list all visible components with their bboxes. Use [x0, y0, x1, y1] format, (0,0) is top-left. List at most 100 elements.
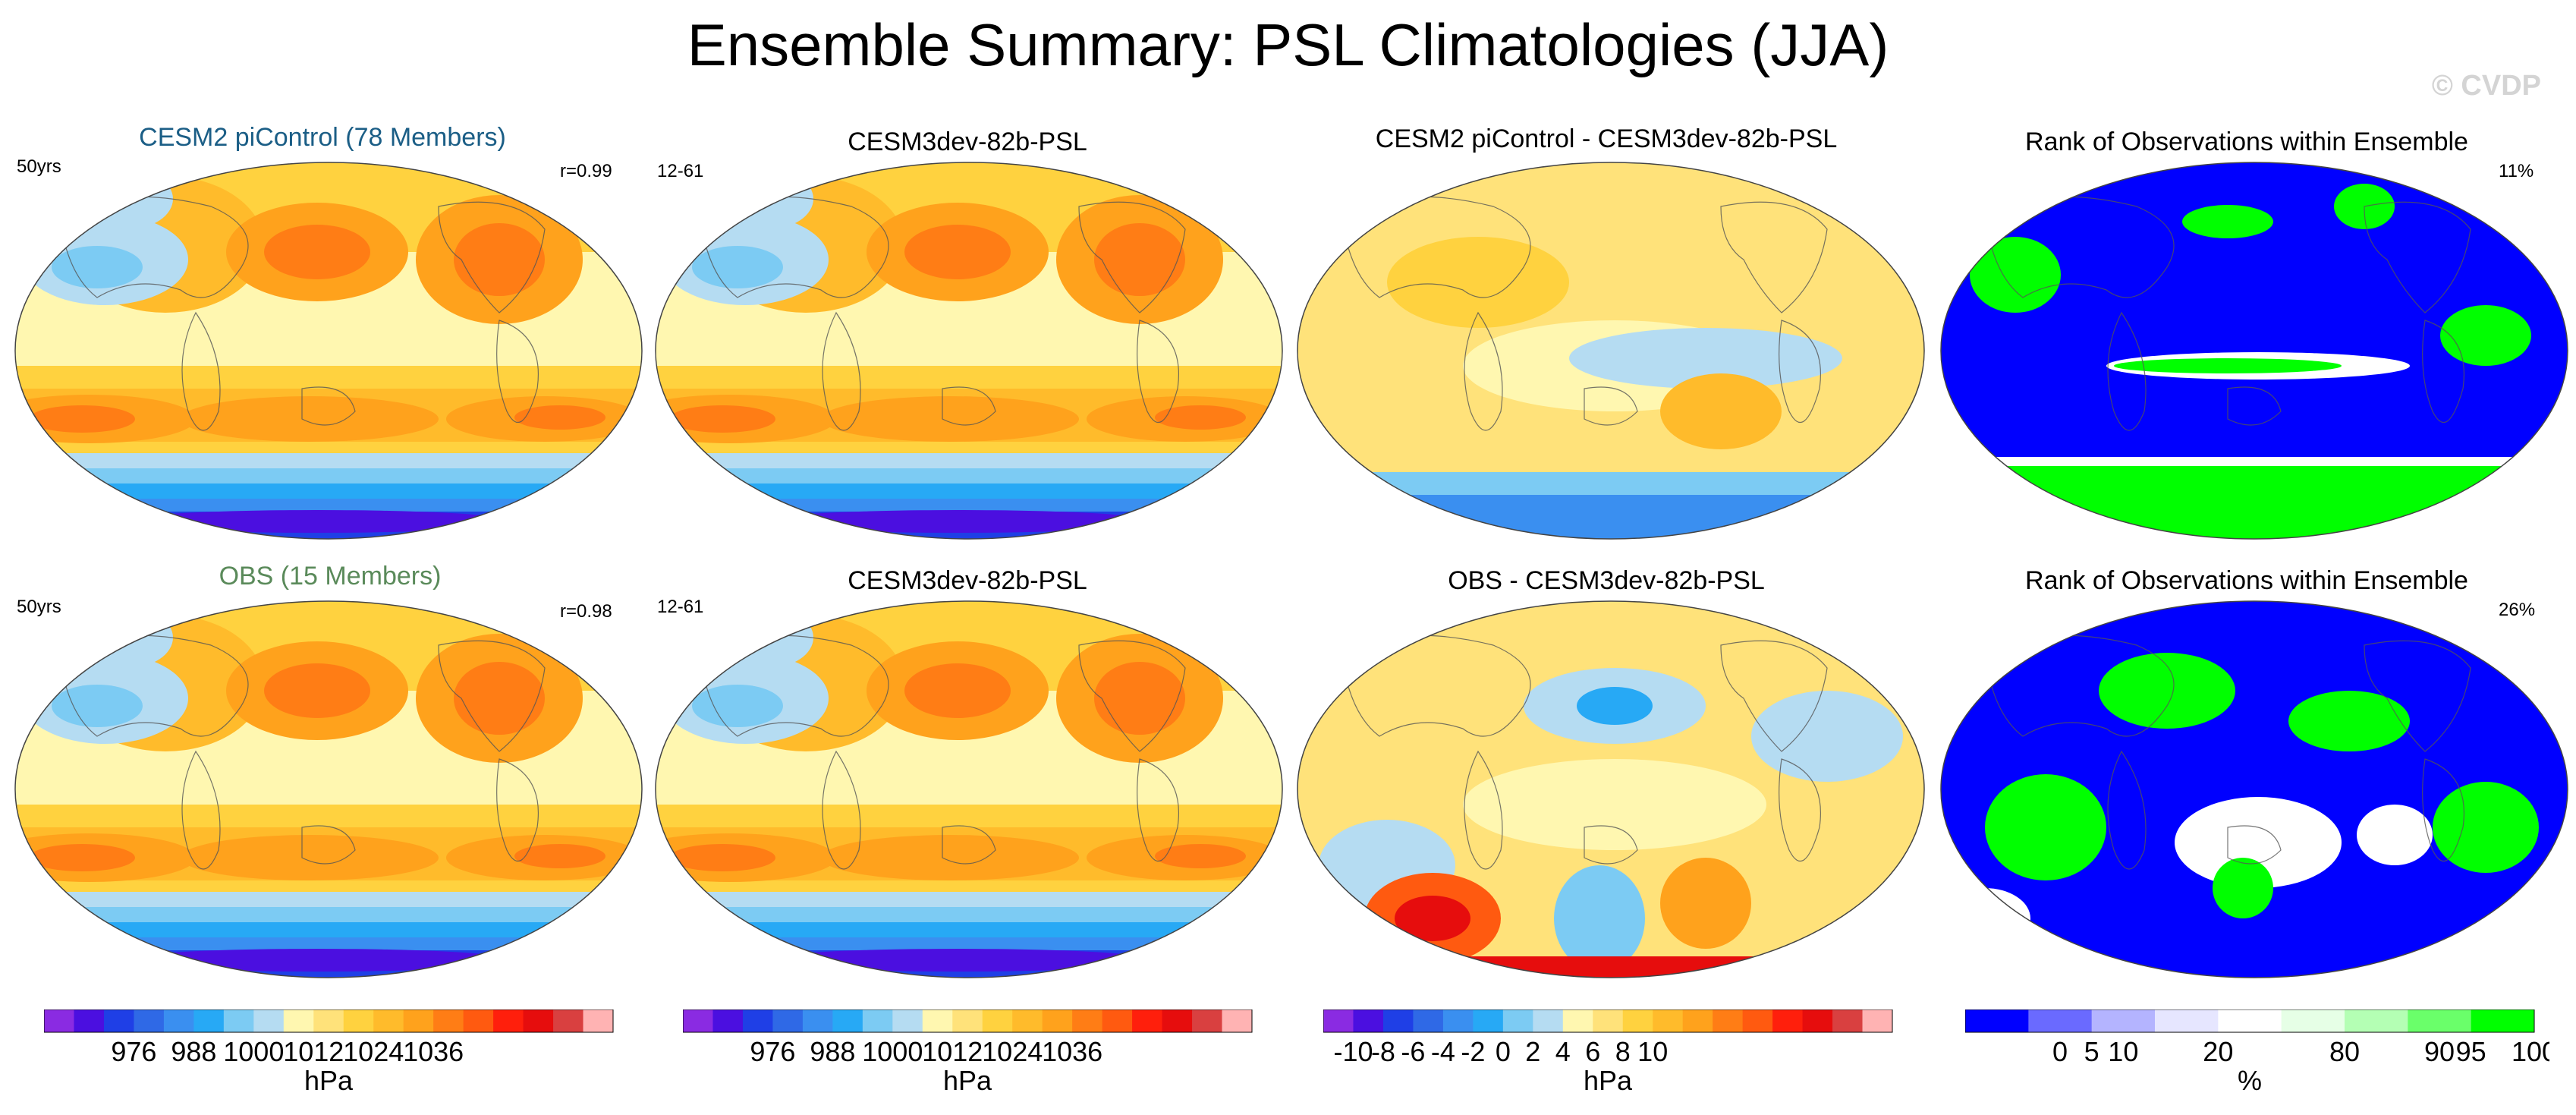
colorbar-swatch [1132, 1009, 1163, 1032]
colorbar-swatch [1162, 1009, 1193, 1032]
map-r1c2-border [655, 162, 1283, 540]
figure-title: Ensemble Summary: PSL Climatologies (JJA… [687, 11, 1889, 78]
colorbar-swatch [1442, 1009, 1474, 1032]
colorbar-tick-label: 1036 [1042, 1036, 1102, 1067]
colorbar-tick-label: 988 [171, 1036, 216, 1067]
map-r1c2-coastlines [699, 196, 1186, 431]
colorbar-swatch [1682, 1009, 1713, 1032]
map-r1c2-svg [655, 162, 1283, 540]
colorbar-swatch [1382, 1009, 1414, 1032]
map-r2c3-border [1297, 600, 1925, 978]
colorbar-unit-label: hPa [304, 1065, 354, 1096]
colorbar-swatch [463, 1009, 494, 1032]
colorbar-tick-label: -10 [1333, 1036, 1373, 1067]
map-r2c4 [1939, 600, 2569, 979]
colorbar-tick-label: 1000 [223, 1036, 284, 1067]
period-label-r1c1: 50yrs [17, 156, 61, 177]
colorbar-swatch [523, 1009, 554, 1032]
colorbar-swatch [2345, 1009, 2408, 1032]
colorbar-tick-label: 988 [810, 1036, 855, 1067]
map-r1c3 [1296, 161, 1926, 540]
colorbar-unit-label: % [2238, 1065, 2262, 1096]
colorbar-swatch [1502, 1009, 1533, 1032]
colorbar-tick-label: 5 [2084, 1036, 2099, 1067]
colorbar-tick-label: -6 [1401, 1036, 1425, 1067]
colorbar-tick-label: -8 [1371, 1036, 1395, 1067]
colorbar-swatch [952, 1009, 983, 1032]
colorbar-swatch [772, 1009, 804, 1032]
map-r1c3-coastlines [1341, 196, 1828, 431]
colorbar-swatch [1473, 1009, 1504, 1032]
colorbar-swatch [1713, 1009, 1744, 1032]
colorbar-swatch [1192, 1009, 1223, 1032]
colorbar-swatch [253, 1009, 285, 1032]
colorbar-swatch [1072, 1009, 1103, 1032]
colorbar-swatch [343, 1009, 374, 1032]
colorbar-swatch [742, 1009, 773, 1032]
panel-title-r2c3: OBS - CESM3dev-82b-PSL [1448, 566, 1765, 595]
map-r1c3-border [1297, 162, 1925, 540]
colorbar-tick-label: 100 [2512, 1036, 2549, 1067]
colorbar-tick-label: 1012 [283, 1036, 344, 1067]
map-r1c4-field [1941, 162, 2568, 539]
colorbar-tick-label: 10 [1637, 1036, 1668, 1067]
colorbar-swatch [1222, 1009, 1253, 1032]
map-r1c4-coastlines [1984, 196, 2471, 431]
colorbar-swatch [283, 1009, 314, 1032]
colorbar-tick-label: 90 [2424, 1036, 2455, 1067]
map-r1c3-svg [1297, 162, 1925, 540]
colorbar-tick-label: 1024 [982, 1036, 1043, 1067]
colorbar-swatch [1622, 1009, 1653, 1032]
map-r1c4 [1939, 161, 2569, 540]
colorbar-swatch [2471, 1009, 2535, 1032]
map-r2c3-coastlines [1341, 635, 1828, 870]
colorbar-tick-label: 8 [1615, 1036, 1631, 1067]
cvdp-watermark: © CVDP [2431, 70, 2541, 102]
colorbar-swatch [223, 1009, 254, 1032]
colorbar-tick-label: 1036 [403, 1036, 464, 1067]
colorbar-swatch [2091, 1009, 2156, 1032]
map-r2c4-border [1940, 600, 2568, 978]
colorbar-swatch [1802, 1009, 1833, 1032]
colorbar-swatch [862, 1009, 893, 1032]
colorbar-tick-label: 1024 [343, 1036, 404, 1067]
colorbar-swatch [832, 1009, 863, 1032]
colorbar-swatch [1533, 1009, 1564, 1032]
map-r1c1-border [14, 162, 643, 540]
colorbar-swatch [683, 1009, 713, 1032]
map-r1c2-field [656, 162, 1282, 539]
map-r2c1-svg [14, 600, 643, 978]
colorbar-swatch [313, 1009, 344, 1032]
panel-title-r2c1: OBS (15 Members) [219, 562, 442, 591]
area-percent-r2c4: 26% [2499, 600, 2536, 620]
colorbar-swatch [2281, 1009, 2345, 1032]
map-r2c2-coastlines [699, 635, 1186, 870]
colorbar-swatch [553, 1009, 584, 1032]
colorbar-swatch [1012, 1009, 1043, 1032]
map-r2c2-field [656, 601, 1282, 978]
colorbar-swatch [2155, 1009, 2219, 1032]
period-label-r2c2: 12-61 [657, 597, 704, 617]
colorbar-swatch [493, 1009, 524, 1032]
colorbar-tick-label: 80 [2329, 1036, 2360, 1067]
colorbar-swatch [1353, 1009, 1384, 1032]
colorbar-swatch [1562, 1009, 1593, 1032]
colorbar-psl-2: 976 988 1000 1012 1024 1036 hPa [683, 1009, 1267, 1108]
map-r2c2-border [655, 600, 1283, 978]
panel-title-r1c2: CESM3dev-82b-PSL [848, 128, 1087, 156]
map-r1c1-field [15, 162, 642, 539]
correlation-label-r2c1: r=0.98 [560, 601, 612, 622]
map-r2c1 [14, 600, 643, 979]
colorbar-unit-label: hPa [1584, 1065, 1633, 1096]
colorbar-swatch [892, 1009, 923, 1032]
colorbar-swatch [1593, 1009, 1624, 1032]
colorbar-tick-label: 6 [1585, 1036, 1600, 1067]
colorbar-tick-label: 95 [2456, 1036, 2486, 1067]
colorbar-psl-1: 976 988 1000 1012 1024 1036 hPa [44, 1009, 628, 1108]
map-r1c2 [654, 161, 1284, 540]
map-r2c2 [654, 600, 1284, 979]
colorbar-swatch [1832, 1009, 1864, 1032]
panel-title-r2c2: CESM3dev-82b-PSL [848, 566, 1087, 595]
